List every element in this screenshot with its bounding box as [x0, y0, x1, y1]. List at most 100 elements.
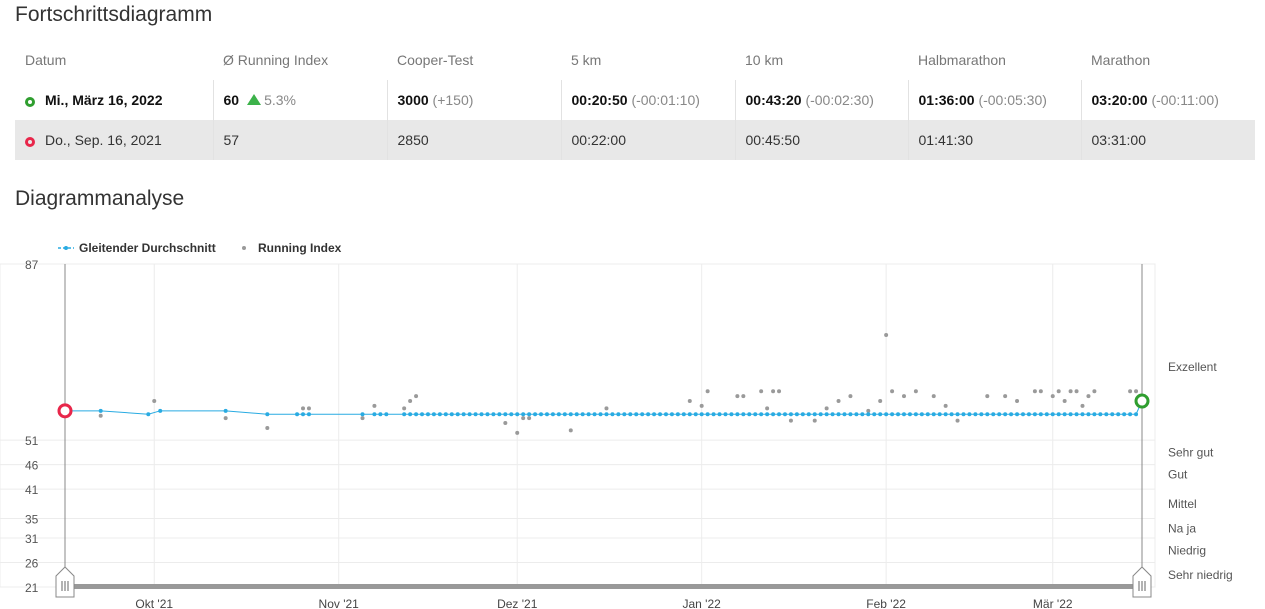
- running-index-point: [836, 399, 841, 404]
- moving-average-point: [741, 412, 746, 417]
- moving-average-point: [848, 412, 853, 417]
- running-index-point: [1074, 389, 1079, 394]
- moving-average-point: [735, 412, 740, 417]
- running-index-point: [866, 408, 871, 413]
- moving-average-point: [628, 412, 633, 417]
- date-previous: Do., Sep. 16, 2021: [45, 132, 162, 148]
- moving-average-point: [729, 412, 734, 417]
- moving-average-point: [782, 412, 787, 417]
- column-header-10km: 10 km: [745, 52, 784, 68]
- category-label: Sehr niedrig: [1168, 568, 1233, 582]
- moving-average-point: [705, 412, 710, 417]
- running-index-point: [901, 394, 906, 399]
- moving-average-point: [854, 412, 859, 417]
- moving-average-point: [890, 412, 895, 417]
- category-label: Na ja: [1168, 521, 1196, 535]
- cell-marathon-current: 03:20:00 (-00:11:00): [1080, 80, 1255, 120]
- moving-average-point: [503, 412, 508, 417]
- moving-average-point: [640, 412, 645, 417]
- moving-average-point: [1086, 412, 1091, 417]
- running-index-point: [408, 399, 413, 404]
- moving-average-point: [925, 412, 930, 417]
- moving-average-point: [997, 412, 1002, 417]
- moving-average-point: [961, 412, 966, 417]
- moving-average-point: [1074, 412, 1079, 417]
- moving-average-point: [610, 412, 615, 417]
- moving-average-point: [1056, 412, 1061, 417]
- cooper-current: 3000: [397, 92, 429, 108]
- running-index-point: [521, 416, 526, 421]
- moving-average-point: [711, 412, 716, 417]
- moving-average-point: [1080, 412, 1085, 417]
- moving-average-point: [562, 412, 567, 417]
- cell-running-index-previous: 57: [212, 120, 387, 160]
- moving-average-point: [967, 412, 972, 417]
- table-row-previous[interactable]: Do., Sep. 16, 2021 57 2850 00:22:00 00:4…: [15, 120, 1255, 160]
- running-index-point: [1003, 394, 1008, 399]
- moving-average-point: [723, 412, 728, 417]
- moving-average-point: [765, 412, 770, 417]
- triangle-up-icon: [247, 94, 262, 105]
- running-index-point: [777, 389, 782, 394]
- moving-average-point: [598, 412, 603, 417]
- moving-average-point: [800, 412, 805, 417]
- legend-average-dot: [64, 246, 68, 250]
- moving-average-point: [824, 412, 829, 417]
- km5-delta: (-00:01:10): [631, 92, 700, 108]
- moving-average-point: [991, 412, 996, 417]
- running-index-point: [788, 418, 793, 423]
- start-marker[interactable]: [57, 403, 73, 419]
- moving-average-point: [979, 412, 984, 417]
- moving-average-point: [1015, 412, 1020, 417]
- moving-average-point: [1098, 412, 1103, 417]
- moving-average-point: [568, 412, 573, 417]
- running-index-point: [360, 416, 365, 421]
- legend-index-label: Running Index: [258, 241, 342, 255]
- table-row-current[interactable]: Mi., März 16, 2022 60 5.3% 3000 (+150) 00…: [15, 80, 1255, 120]
- moving-average-point: [658, 412, 663, 417]
- y-tick-label: 35: [25, 512, 39, 526]
- running-index-point: [568, 428, 573, 433]
- y-tick-label: 41: [25, 483, 39, 497]
- moving-average-point: [539, 412, 544, 417]
- comparison-table: Datum Ø Running Index Cooper-Test 5 km 1…: [15, 40, 1255, 160]
- moving-average-point: [919, 412, 924, 417]
- moving-average-point: [372, 412, 377, 417]
- moving-average-point: [830, 412, 835, 417]
- analysis-heading: Diagrammanalyse: [15, 187, 185, 210]
- moving-average-point: [574, 412, 579, 417]
- moving-average-point: [533, 412, 538, 417]
- moving-average-point: [896, 412, 901, 417]
- end-marker[interactable]: [1134, 393, 1150, 409]
- running-index-point: [985, 394, 990, 399]
- cell-5km-current: 00:20:50 (-00:01:10): [560, 80, 735, 120]
- running-index-point: [943, 403, 948, 408]
- range-slider-bar[interactable]: [65, 584, 1142, 589]
- cell-cooper-previous: 2850: [386, 120, 561, 160]
- running-index-current: 60: [223, 92, 240, 108]
- running-index-point: [1068, 389, 1073, 394]
- moving-average-point: [509, 412, 514, 417]
- moving-average-point: [408, 412, 413, 417]
- running-index-point: [1015, 399, 1020, 404]
- running-index-point: [1080, 403, 1085, 408]
- moving-average-point: [265, 412, 270, 417]
- moving-average-point: [949, 412, 954, 417]
- x-tick-label: Okt '21: [135, 597, 173, 609]
- column-header-half-marathon: Halbmarathon: [918, 52, 1006, 68]
- moving-average-point: [544, 412, 549, 417]
- y-tick-label: 31: [25, 532, 39, 546]
- moving-average-point: [1122, 412, 1127, 417]
- moving-average-point: [1092, 412, 1097, 417]
- cell-10km-current: 00:43:20 (-00:02:30): [734, 80, 908, 120]
- column-header-marathon: Marathon: [1091, 52, 1151, 68]
- y-tick-label: 21: [25, 581, 39, 595]
- moving-average-point: [634, 412, 639, 417]
- x-tick-label: Dez '21: [497, 597, 538, 609]
- running-index-point: [1032, 389, 1037, 394]
- moving-average-point: [491, 412, 496, 417]
- running-index-point: [1038, 389, 1043, 394]
- cell-date-current: Mi., März 16, 2022: [15, 80, 213, 120]
- moving-average-point: [1009, 412, 1014, 417]
- running-index-point: [1092, 389, 1097, 394]
